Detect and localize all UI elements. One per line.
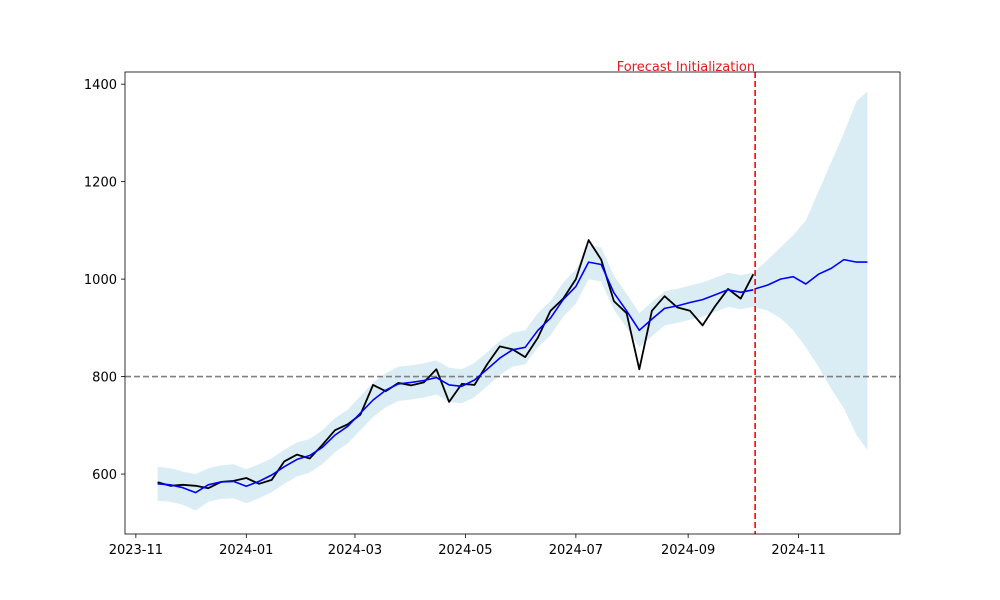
y-tick-label: 800	[92, 371, 117, 386]
reference-line-layer	[125, 72, 900, 534]
confidence-band	[157, 91, 868, 511]
actual-series-line	[157, 239, 755, 490]
x-tick-label: 2024-11	[771, 543, 825, 558]
x-tick-label: 2024-03	[328, 543, 382, 558]
x-axis: 2023-11 2024-01 2024-03 2024-05 2024-07 2024-…	[109, 534, 826, 558]
y-tick-label: 600	[92, 468, 117, 483]
confidence-band-layer	[157, 91, 868, 511]
x-tick-label: 2024-05	[438, 543, 492, 558]
x-tick-label: 2024-07	[549, 543, 603, 558]
x-tick-label: 2023-11	[109, 543, 163, 558]
model-fit-line	[157, 261, 754, 494]
y-axis: 600 800 1000 1200 1400	[84, 78, 125, 483]
forecast-initialization-label: Forecast Initialization	[617, 60, 755, 75]
x-tick-label: 2024-01	[219, 543, 273, 558]
forecast-line	[754, 258, 868, 290]
plot-frame	[124, 71, 901, 535]
y-tick-label: 1000	[84, 273, 117, 288]
x-tick-label: 2024-09	[661, 543, 715, 558]
y-tick-label: 1400	[84, 78, 117, 93]
series-layer	[157, 239, 868, 494]
y-tick-label: 1200	[84, 176, 117, 191]
